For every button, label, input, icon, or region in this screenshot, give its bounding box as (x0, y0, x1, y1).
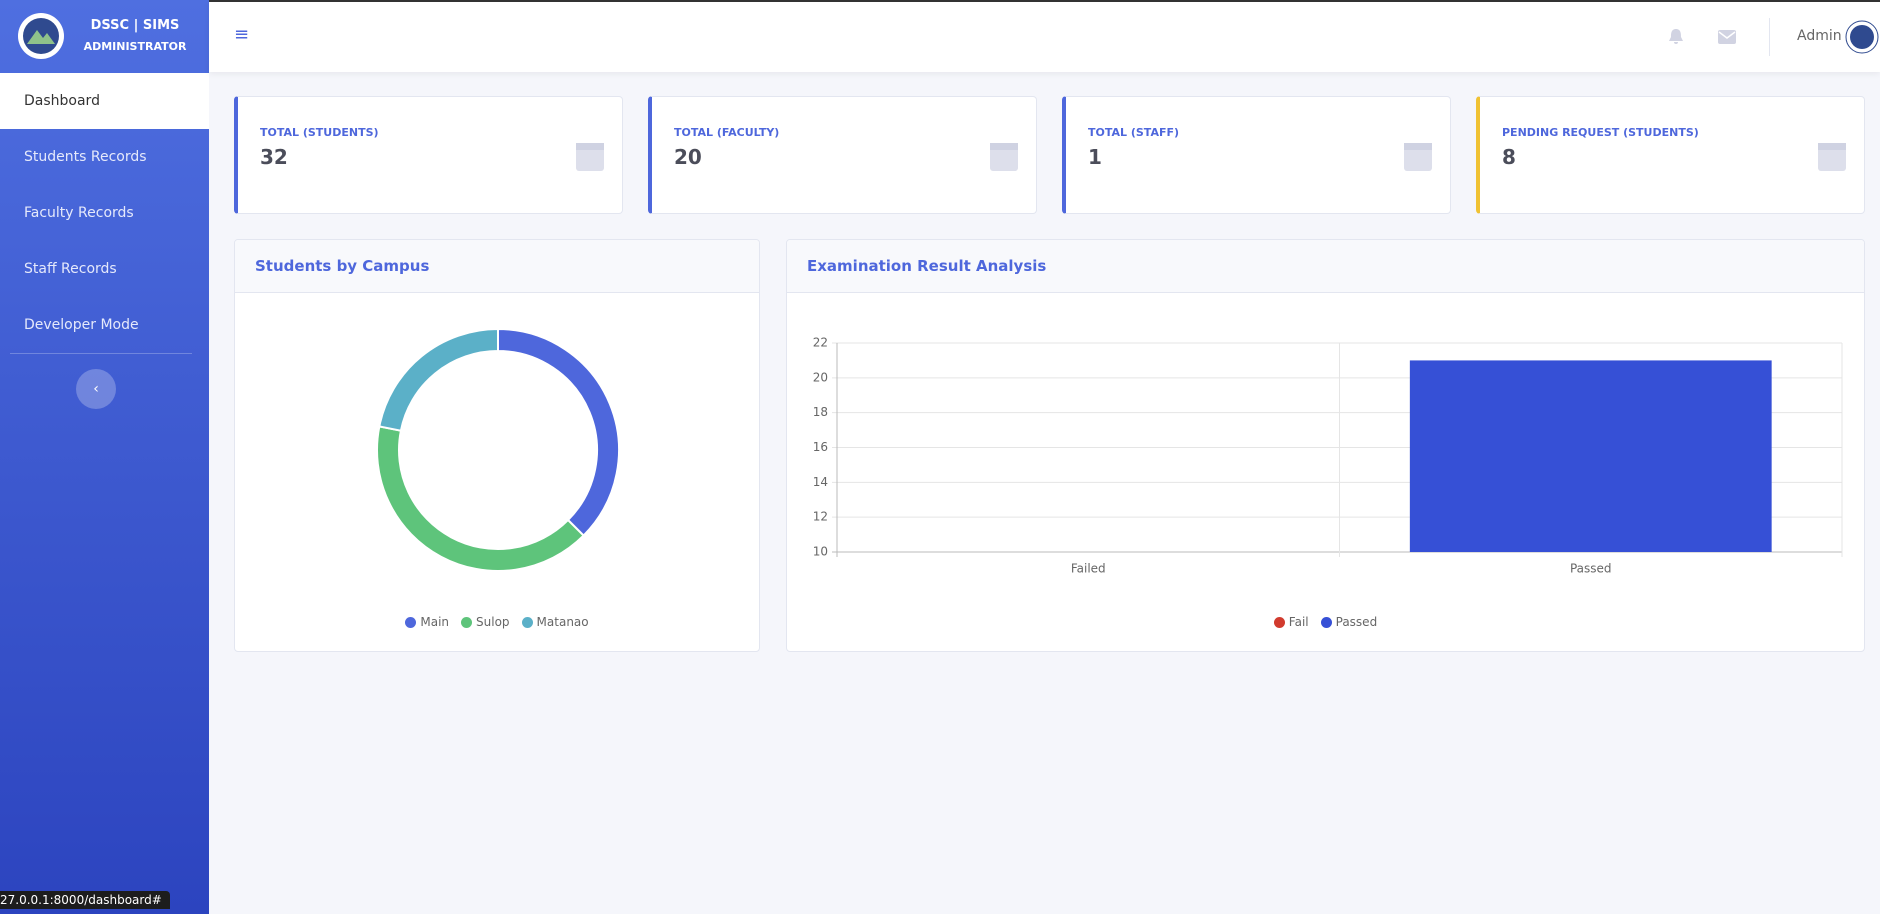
icon (990, 143, 1018, 150)
divider (1769, 18, 1770, 56)
legend-swatch (1273, 616, 1285, 628)
card-value: 32 (260, 145, 288, 169)
doughnut-segment (376, 425, 585, 572)
menu-item[interactable]: Developer Mode (24, 317, 139, 333)
bar (1409, 360, 1772, 552)
card-label: TOTAL (STUDENTS) (260, 126, 379, 139)
bar-chart: 10 12 14 16 18 20 22 Failed Passed (813, 336, 1843, 576)
legend-label: Fail (1288, 615, 1309, 629)
legend-label: Sulop (476, 615, 510, 629)
y-tick-label: 14 (813, 475, 828, 489)
card-value: 1 (1088, 145, 1102, 169)
campus-panel: Students by Campus Main Sulop Matanao (234, 239, 760, 652)
x-tick-label: Passed (1570, 562, 1612, 576)
card-value: 8 (1502, 145, 1516, 169)
legend-swatch (405, 616, 417, 628)
stat-card: TOTAL (FACULTY) 20 (648, 96, 1037, 214)
panel-title: Examination Result Analysis (787, 240, 1864, 293)
legend: Main Sulop Matanao (235, 615, 759, 629)
logo (18, 13, 64, 59)
panel-title: Students by Campus (235, 240, 759, 293)
brand-title: DSSC | SIMS (90, 18, 180, 33)
legend-item: Sulop (461, 615, 510, 629)
legend-item: Matanao (521, 615, 589, 629)
divider (10, 353, 192, 354)
envelope-icon[interactable] (1718, 30, 1736, 44)
calendar-icon (1818, 143, 1846, 171)
x-tick-label: Failed (1071, 562, 1106, 576)
collapse-button[interactable]: ‹ (76, 369, 116, 409)
icon (1818, 143, 1846, 150)
y-tick-label: 16 (813, 440, 828, 454)
sidebar: DSSC | SIMS ADMINISTRATOR Dashboard Stude… (0, 0, 209, 914)
legend-item: Fail (1273, 615, 1309, 629)
status-bar: 27.0.0.1:8000/dashboard# (0, 891, 170, 909)
topbar: ≡ Admin (209, 0, 1880, 72)
legend-label: Passed (1335, 615, 1378, 629)
stat-card: TOTAL (STUDENTS) 32 (234, 96, 623, 214)
calendar-icon (576, 143, 604, 171)
legend-label: Main (420, 615, 450, 629)
legend-label: Matanao (536, 615, 589, 629)
icon (576, 143, 604, 150)
legend-swatch (1320, 616, 1332, 628)
user-name[interactable]: Admin (1797, 28, 1842, 44)
doughnut-segment (497, 327, 620, 537)
legend-item: Passed (1320, 615, 1378, 629)
icon (1404, 143, 1432, 150)
y-tick-label: 10 (813, 545, 828, 559)
brand-subtitle: ADMINISTRATOR (83, 40, 187, 53)
y-tick-label: 22 (813, 336, 828, 350)
avatar[interactable] (1845, 20, 1879, 54)
card-label: PENDING REQUEST (STUDENTS) (1502, 126, 1699, 139)
doughnut-segment (378, 327, 499, 432)
exam-panel: Examination Result Analysis 10 12 14 16 18 20… (786, 239, 1865, 652)
menu-item[interactable]: Staff Records (24, 261, 117, 277)
card-value: 20 (674, 145, 702, 169)
card-label: TOTAL (FACULTY) (674, 126, 780, 139)
y-tick-label: 20 (813, 370, 828, 384)
card-label: TOTAL (STAFF) (1088, 126, 1180, 139)
y-tick-label: 18 (813, 405, 828, 419)
stat-card: PENDING REQUEST (STUDENTS) 8 (1476, 96, 1865, 214)
menu-item[interactable]: Dashboard (0, 73, 209, 129)
legend: Fail Passed (787, 615, 1864, 629)
legend-swatch (461, 616, 473, 628)
calendar-icon (990, 143, 1018, 171)
calendar-icon (1404, 143, 1432, 171)
menu-item[interactable]: Faculty Records (24, 205, 134, 221)
y-tick-label: 12 (813, 510, 828, 524)
legend-item: Main (405, 615, 449, 629)
doughnut-chart (376, 327, 620, 572)
menu-item[interactable]: Students Records (24, 149, 147, 165)
legend-swatch (521, 616, 533, 628)
bell-icon[interactable] (1668, 28, 1684, 46)
hamburger[interactable]: ≡ (234, 24, 250, 45)
stat-card: TOTAL (STAFF) 1 (1062, 96, 1451, 214)
